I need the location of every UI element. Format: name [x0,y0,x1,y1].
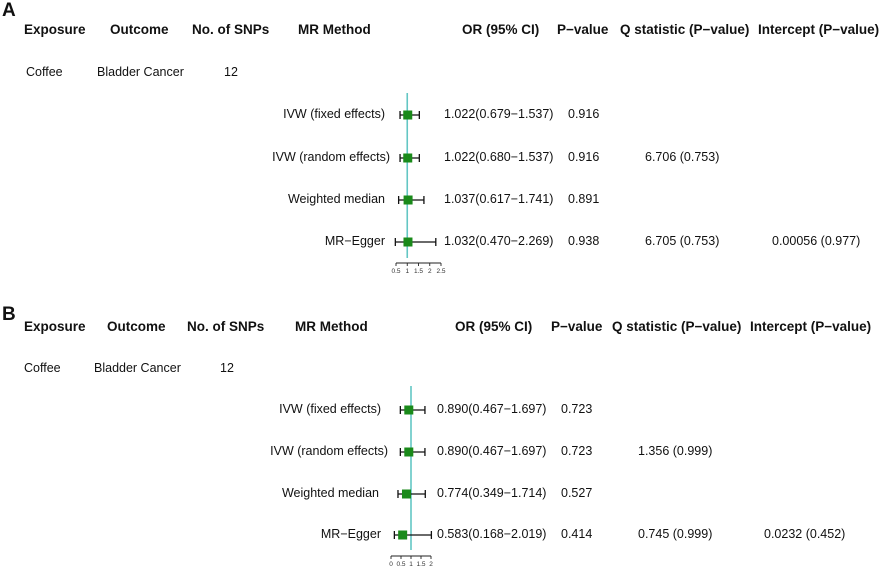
method-label: IVW (fixed effects) [283,107,385,121]
header-nsnps: No. of SNPs [192,22,270,37]
or-point [403,237,413,247]
x-tick-label: 2 [429,561,433,568]
nsnps-value: 12 [224,65,238,79]
x-tick-label: 1 [409,561,413,568]
x-tick-label: 2 [428,268,432,275]
or-ci-value: 1.032(0.470−2.269) [444,234,554,248]
or-point [404,447,414,457]
forest-panel-a: A Exposure Outcome No. of SNPs MR Method… [2,0,880,275]
or-point [401,489,411,499]
x-tick-label: 0 [389,561,393,568]
header-pvalue: P−value [551,319,603,334]
method-label: IVW (random effects) [270,444,388,458]
p-value: 0.723 [561,444,593,458]
x-tick-label: 1.5 [416,561,425,568]
forest-panel-b: B Exposure Outcome No. of SNPs MR Method… [0,298,886,573]
or-point [403,195,413,205]
intercept-value: 0.00056 (0.977) [772,234,861,248]
method-label: IVW (fixed effects) [279,402,381,416]
header-exposure: Exposure [24,22,86,37]
or-ci-value: 0.774(0.349−1.714) [437,486,547,500]
x-tick-label: 0.5 [391,268,400,275]
q-statistic-value: 6.706 (0.753) [645,150,720,164]
or-ci-value: 0.890(0.467−1.697) [437,444,547,458]
q-statistic-value: 0.745 (0.999) [638,527,713,541]
or-ci-value: 1.037(0.617−1.741) [444,192,554,206]
or-point [404,405,414,415]
q-statistic-value: 6.705 (0.753) [645,234,720,248]
or-point [403,110,413,120]
q-statistic-value: 1.356 (0.999) [638,444,713,458]
x-tick-label: 1 [405,268,409,275]
header-outcome: Outcome [107,319,166,334]
p-value: 0.916 [568,150,600,164]
header-outcome: Outcome [110,22,169,37]
or-ci-value: 1.022(0.680−1.537) [444,150,554,164]
p-value: 0.527 [561,486,593,500]
method-label: IVW (random effects) [272,150,390,164]
outcome-value: Bladder Cancer [97,65,184,79]
outcome-value: Bladder Cancer [94,361,181,375]
or-point [403,153,413,163]
exposure-value: Coffee [26,65,63,79]
header-nsnps: No. of SNPs [187,319,265,334]
x-tick-label: 1.5 [414,268,423,275]
header-exposure: Exposure [24,319,86,334]
nsnps-value: 12 [220,361,234,375]
forest-plot: 0 0.5 1 1.5 2 [389,386,433,568]
x-tick-label: 0.5 [396,561,405,568]
p-value: 0.938 [568,234,600,248]
method-label: Weighted median [281,486,379,500]
exposure-value: Coffee [24,361,61,375]
method-label: MR−Egger [320,527,381,541]
header-q: Q statistic (P−value) [620,22,750,37]
method-label: MR−Egger [324,234,385,248]
or-ci-value: 1.022(0.679−1.537) [444,107,554,121]
header-or: OR (95% CI) [455,319,533,334]
header-method: MR Method [298,22,371,37]
p-value: 0.414 [561,527,593,541]
panel-label: B [2,304,16,325]
header-or: OR (95% CI) [462,22,540,37]
p-value: 0.891 [568,192,600,206]
header-pvalue: P−value [557,22,609,37]
header-q: Q statistic (P−value) [612,319,742,334]
header-method: MR Method [295,319,368,334]
intercept-value: 0.0232 (0.452) [764,527,846,541]
x-tick-label: 2.5 [436,268,445,275]
p-value: 0.916 [568,107,600,121]
panel-label: A [2,0,16,21]
p-value: 0.723 [561,402,593,416]
or-ci-value: 0.890(0.467−1.697) [437,402,547,416]
method-label: Weighted median [287,192,385,206]
or-point [398,530,408,540]
forest-plot: 0.5 1 1.5 2 2.5 [391,93,446,275]
header-intercept: Intercept (P−value) [758,22,880,37]
header-intercept: Intercept (P−value) [750,319,872,334]
or-ci-value: 0.583(0.168−2.019) [437,527,547,541]
